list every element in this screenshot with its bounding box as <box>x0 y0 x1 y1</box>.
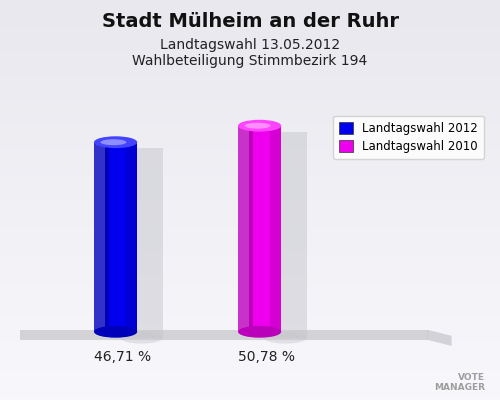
Polygon shape <box>120 148 163 338</box>
Polygon shape <box>126 142 137 332</box>
Ellipse shape <box>94 136 137 148</box>
Ellipse shape <box>100 139 126 145</box>
Ellipse shape <box>94 326 137 338</box>
Polygon shape <box>94 142 109 332</box>
Ellipse shape <box>264 332 307 344</box>
Text: 50,78 %: 50,78 % <box>238 350 295 364</box>
Ellipse shape <box>238 120 281 132</box>
FancyBboxPatch shape <box>94 142 137 332</box>
Text: Wahlbeteiligung Stimmbezirk 194: Wahlbeteiligung Stimmbezirk 194 <box>132 54 368 68</box>
Polygon shape <box>238 126 253 332</box>
Text: VOTE
MANAGER: VOTE MANAGER <box>434 373 485 392</box>
FancyBboxPatch shape <box>20 330 428 340</box>
Text: 46,71 %: 46,71 % <box>94 350 151 364</box>
Polygon shape <box>428 330 452 346</box>
Polygon shape <box>270 126 281 332</box>
Text: Stadt Mülheim an der Ruhr: Stadt Mülheim an der Ruhr <box>102 12 399 31</box>
Polygon shape <box>94 142 105 332</box>
Ellipse shape <box>120 332 163 344</box>
Text: Landtagswahl 13.05.2012: Landtagswahl 13.05.2012 <box>160 38 340 52</box>
Legend: Landtagswahl 2012, Landtagswahl 2010: Landtagswahl 2012, Landtagswahl 2010 <box>333 116 484 158</box>
Ellipse shape <box>244 123 270 129</box>
Ellipse shape <box>238 326 281 338</box>
FancyBboxPatch shape <box>238 126 281 332</box>
Polygon shape <box>238 126 249 332</box>
Polygon shape <box>264 132 307 338</box>
